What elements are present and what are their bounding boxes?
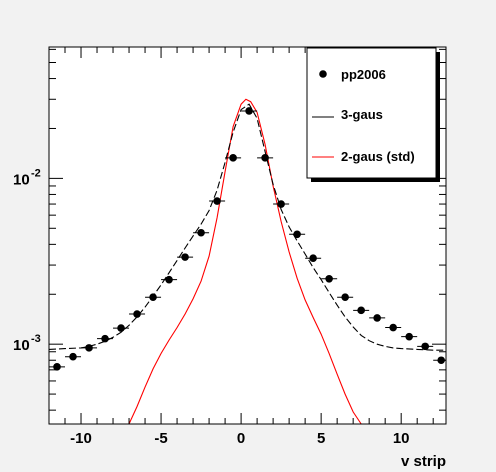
legend-entry-3gaus: 3-gaus — [312, 107, 383, 122]
x-axis-label: v strip — [401, 453, 446, 470]
data-point — [229, 154, 237, 162]
legend-marker-dot — [319, 70, 327, 78]
series-line-3-gaus — [48, 103, 446, 351]
data-point — [117, 324, 125, 332]
data-point — [341, 293, 349, 302]
legend-label-pp2006: pp2006 — [341, 67, 386, 82]
data-point — [213, 197, 221, 205]
legend-entry-pp2006: pp2006 — [319, 67, 386, 82]
data-point — [277, 200, 285, 208]
data-points-layer — [49, 107, 446, 371]
data-point — [309, 254, 317, 263]
x-tick-label: 5 — [317, 430, 325, 447]
legend-label-3gaus: 3-gaus — [341, 107, 383, 122]
data-point — [85, 344, 93, 352]
data-point — [261, 154, 269, 162]
legend-entry-2gaus: 2-gaus (std) — [312, 149, 415, 164]
axes-frame — [48, 46, 447, 425]
fit-2gaus-layer — [128, 98, 362, 425]
data-point — [421, 342, 429, 351]
x-tick-label: -10 — [70, 430, 92, 447]
x-tick-label: 0 — [237, 430, 245, 447]
data-point — [69, 352, 77, 361]
y-tick-label-base: 10 — [13, 171, 30, 188]
series-line-2-gaus-std- — [128, 98, 362, 425]
y-tick-label-exponent: -2 — [31, 167, 41, 179]
data-point — [181, 253, 189, 261]
legend: pp2006 3-gaus 2-gaus (std) — [306, 47, 440, 182]
x-tick-label: -5 — [154, 430, 167, 447]
data-point — [293, 230, 301, 239]
data-point — [149, 293, 157, 302]
data-point — [133, 310, 141, 318]
y-axis-ticks: 10-310-2 — [13, 48, 446, 411]
legend-label-2gaus: 2-gaus (std) — [341, 149, 415, 164]
data-point — [53, 363, 61, 371]
data-point — [373, 314, 381, 322]
data-point — [389, 323, 397, 332]
data-point — [165, 275, 173, 284]
data-point — [405, 332, 413, 341]
legend-box — [306, 47, 437, 179]
data-point — [357, 306, 365, 315]
data-point — [325, 274, 333, 283]
data-point — [245, 107, 253, 115]
y-tick-label-base: 10 — [13, 337, 30, 354]
x-tick-label: 10 — [393, 430, 410, 447]
data-point — [101, 334, 109, 343]
axes-frame-layer — [48, 46, 447, 425]
data-point — [197, 228, 205, 237]
fit-3gaus-layer — [48, 103, 446, 351]
y-tick-label-exponent: -3 — [31, 333, 41, 345]
